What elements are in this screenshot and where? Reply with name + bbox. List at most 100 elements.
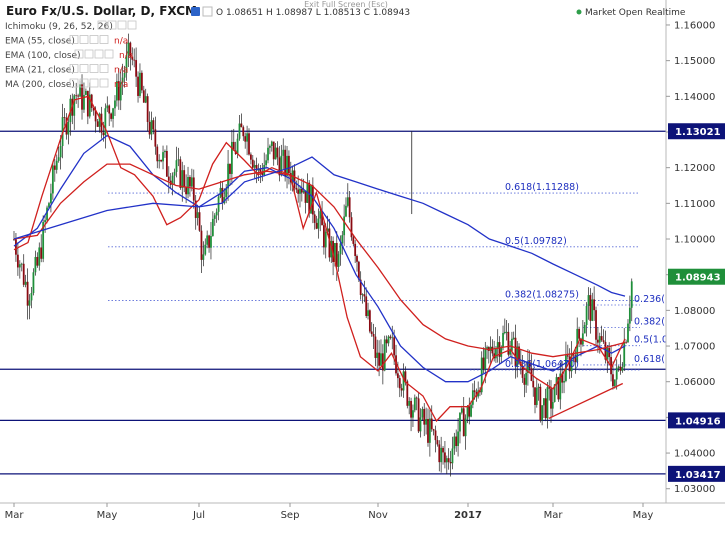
candle-body [18,264,21,268]
price-tags: 1.13021 1.08943 1.04916 1.03417 [668,123,725,482]
candle-body [541,405,544,421]
candle-body [267,147,269,161]
exit-fullscreen-banner[interactable]: Exit Full Screen (Esc) [304,0,388,9]
indicator-label: Ichimoku (9, 26, 52, 26) [5,22,113,32]
candle-body [400,388,403,391]
candle-body [427,418,429,443]
candle-body [391,337,394,339]
candle-body [77,95,80,97]
candle-body [98,113,101,127]
indicator-control-icon [104,49,114,59]
title-controls[interactable] [191,6,213,17]
candle-body [397,373,399,379]
candle-body [121,77,124,83]
candle-body [356,255,358,262]
candle-body [164,151,166,153]
indicator-control-icon [99,35,109,44]
candle-body [335,242,338,267]
candle-body [572,353,575,356]
candle-body [546,387,549,419]
candle-body [625,341,628,343]
candle-body [415,397,418,399]
candle-body [589,295,592,321]
candle-body [288,155,290,174]
candle-body [568,356,571,372]
candle-body [527,361,529,373]
x-tick-label: Sep [281,510,300,521]
candle-body [617,366,620,368]
ohlc-readout: O 1.08651 H 1.08987 L 1.08513 C 1.08943 [216,8,410,18]
price-tag-label: 1.04916 [675,416,721,427]
candle-body [559,373,562,400]
candle-body [393,337,396,356]
candle-body [192,177,195,201]
candle-body [595,310,597,340]
candle-body [198,212,201,231]
candle-body [196,212,199,218]
candle-body [167,176,170,181]
indicator-control-icon [79,78,89,88]
candle-body [412,410,414,418]
candle-body [557,377,560,400]
indicator-control-icon [89,78,99,88]
candle-body [612,374,614,387]
candle-body [160,159,163,162]
candle-body [154,129,157,147]
candle-body [127,42,130,56]
candle-body [509,350,512,355]
candle-body [361,294,364,296]
support-trendline [548,382,624,420]
candle-body [459,412,461,432]
candle-body [230,141,233,174]
candle-body [310,185,312,214]
candle-body [587,295,590,307]
candle-body [85,90,87,95]
candle-body [419,417,422,432]
symbol-settings-icon[interactable] [191,7,200,16]
candle-body [473,390,476,393]
candle-body [244,136,247,142]
candle-body [464,418,467,437]
candle-body [583,325,586,334]
candle-body [158,159,161,162]
candle-body [16,254,19,268]
candle-body [593,299,596,311]
candle-body [425,418,428,425]
indicator-value: n/a [114,66,128,76]
symbol-eye-icon[interactable] [202,6,213,17]
fib-level-label: 0.382(1 [634,316,671,327]
candle-body [282,149,285,156]
candle-body [535,387,538,405]
candle-body [30,292,33,301]
candle-body [544,398,547,419]
candle-body [627,323,629,343]
candle-body [346,197,349,206]
candle-body [112,108,114,119]
candle-body [585,306,588,326]
indicator-control-icon [79,64,89,73]
candle-body [187,177,189,195]
candle-body [125,55,128,74]
candle-body [40,247,43,259]
x-tick-label: Nov [368,510,388,521]
candle-body [578,328,580,339]
indicator-control-icon [107,20,117,30]
candle-body [432,429,435,431]
candle-body [619,366,622,371]
candle-body [563,380,565,383]
candle-body [453,436,456,449]
candle-body [367,310,369,316]
indicator-control-icon [69,78,79,88]
candle-body [215,211,218,216]
candle-body [359,279,362,295]
candle-body [555,377,558,385]
candle-body [295,187,298,190]
candle-body [284,149,287,176]
candle-body [615,367,618,380]
candle-body [65,117,68,135]
candle-body [259,168,262,172]
candle-body [602,340,605,342]
fib-level-label: 0.382(1.08275) [505,290,579,301]
